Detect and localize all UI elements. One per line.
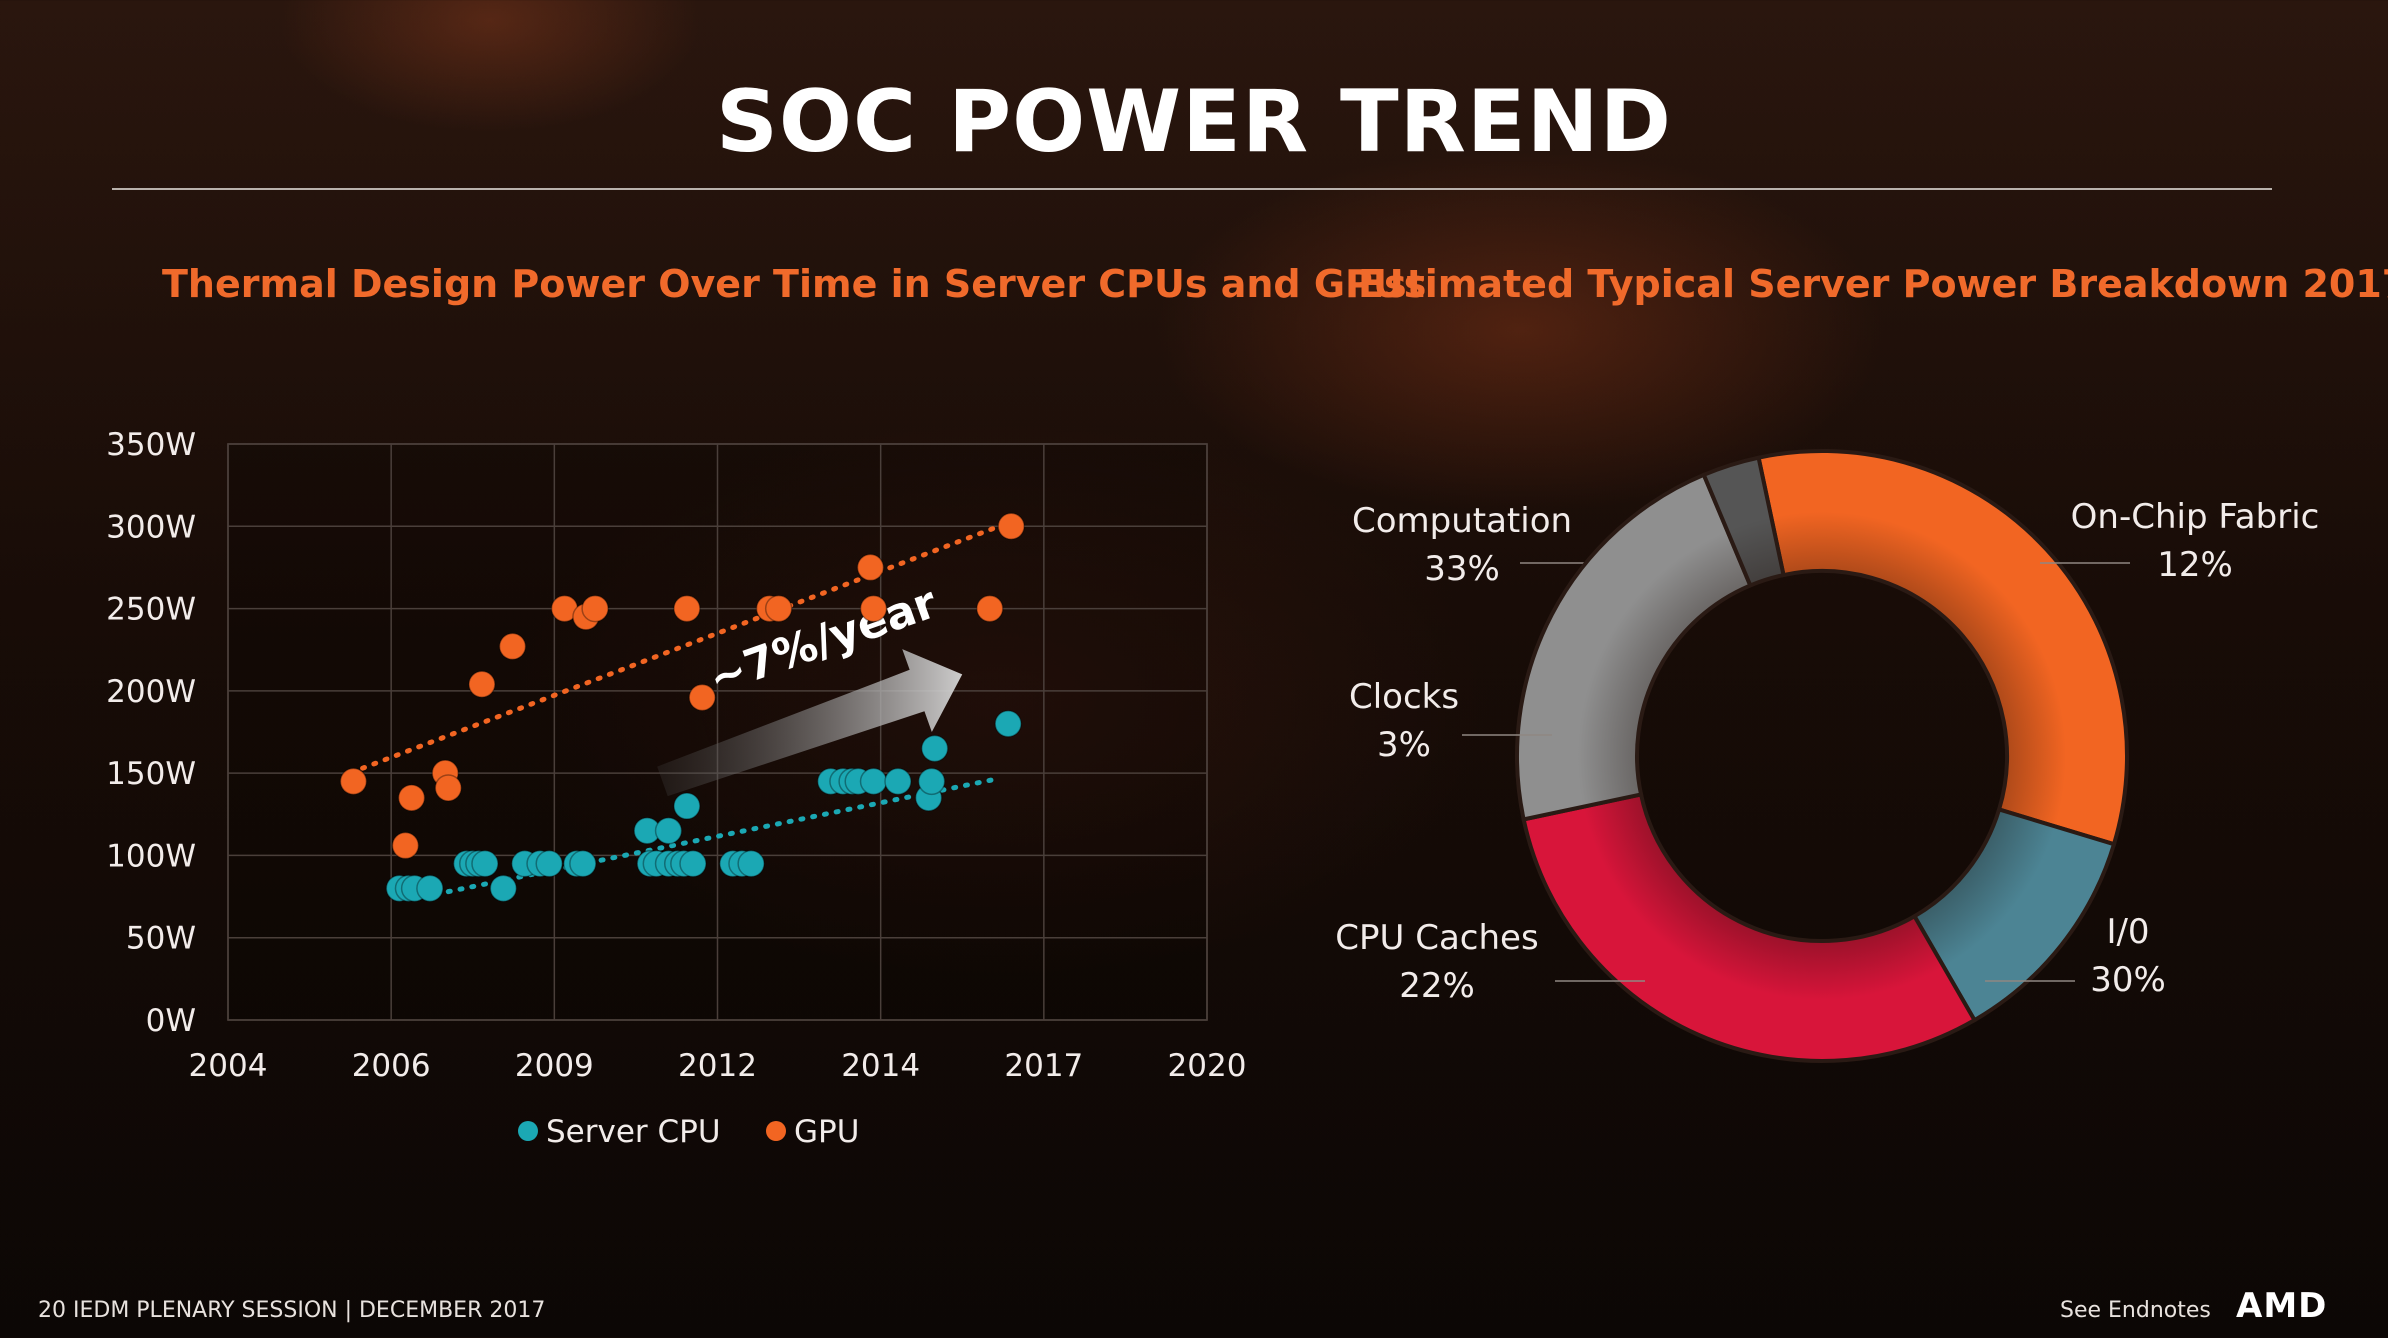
server-cpu-point (673, 792, 701, 820)
footer-endnotes: See Endnotes (2060, 1298, 2211, 1323)
server-cpu-point (917, 767, 946, 796)
server-cpu-point (471, 849, 499, 878)
gpu-point (434, 774, 463, 802)
tdp-scatter-chart: 2004 2006 2009 2012 2014 2017 2020 0W 50W 100W 150… (106, 427, 1247, 1150)
legend-server-cpu-label: Server CPU (546, 1114, 721, 1150)
server-cpu-point (884, 767, 912, 796)
server-cpu-point (416, 874, 444, 903)
scatter-chart-title: Thermal Design Power Over Time in Server… (162, 262, 1427, 306)
gpu-point (856, 553, 885, 582)
power-breakdown-donut-chart: Computation 33% On-Chip Fabric 12% I/0 30% CPU… (1335, 449, 2320, 1063)
title-divider (112, 188, 2272, 190)
slice-value-computation: 33% (1424, 549, 1500, 589)
growth-arrow (657, 649, 963, 797)
gpu-point (498, 632, 527, 661)
legend-gpu-label: GPU (794, 1114, 859, 1150)
gpu-point (339, 767, 368, 796)
slice-label-computation: Computation (1352, 501, 1572, 541)
gpu-point (859, 594, 888, 623)
y-tick-label: 250W (106, 592, 196, 628)
gpu-point (397, 784, 426, 812)
slice-label-clocks: Clocks (1349, 677, 1459, 717)
slice-value-clocks: 3% (1377, 725, 1431, 765)
server-cpu-point (535, 849, 563, 878)
gpu-point (976, 594, 1004, 623)
server-cpu-point (994, 710, 1022, 738)
y-tick-label: 100W (106, 838, 196, 874)
gpu-point (391, 831, 420, 860)
donut-slice-computation (1756, 449, 2129, 847)
gpu-point (468, 670, 496, 699)
y-tick-label: 200W (106, 674, 196, 710)
y-tick-label: 150W (106, 756, 196, 792)
slice-label-on-chip-fabric: On-Chip Fabric (2071, 497, 2320, 537)
gpu-point (997, 512, 1025, 541)
slice-label-cpu-caches: CPU Caches (1335, 918, 1538, 958)
slice-value-cpu-caches: 22% (1399, 966, 1475, 1006)
cpu-trendline (445, 777, 996, 895)
slice-value-i-0: 30% (2090, 960, 2166, 1000)
x-tick-label: 2006 (352, 1048, 431, 1084)
legend-marker (518, 1121, 538, 1141)
slice-value-on-chip-fabric: 12% (2157, 545, 2233, 585)
y-tick-label: 0W (146, 1003, 196, 1039)
x-tick-label: 2012 (678, 1048, 757, 1084)
server-cpu-point (489, 874, 518, 903)
y-tick-label: 300W (106, 509, 196, 545)
y-tick-label: 50W (126, 921, 196, 957)
gpu-trendline (360, 523, 1002, 771)
x-tick-label: 2017 (1004, 1048, 1083, 1084)
server-cpu-point (654, 816, 683, 845)
gpu-point (581, 594, 609, 623)
server-cpu-point (737, 849, 765, 878)
donut-slice-i-0 (1521, 792, 1978, 1063)
footer-session-info: 20 IEDM PLENARY SESSION | DECEMBER 2017 (38, 1298, 546, 1323)
x-tick-label: 2014 (841, 1048, 920, 1084)
server-cpu-point (569, 849, 597, 878)
x-tick-label: 2020 (1168, 1048, 1247, 1084)
donut-slice-cpu-caches (1515, 472, 1753, 822)
slide-title: SOC POWER TREND (715, 72, 1672, 172)
amd-logo: AMD (2236, 1286, 2328, 1326)
legend-marker (766, 1121, 786, 1141)
x-tick-label: 2009 (515, 1048, 594, 1084)
gpu-point (688, 683, 716, 712)
server-cpu-point (679, 849, 707, 878)
slice-label-i-0: I/0 (2106, 912, 2149, 952)
y-tick-label: 350W (106, 427, 196, 463)
gpu-point (764, 594, 793, 623)
donut-chart-title: Estimated Typical Server Power Breakdown… (1358, 262, 2388, 306)
server-cpu-point (920, 734, 949, 763)
donut-slice-clocks (1701, 455, 1786, 589)
gpu-point (673, 594, 701, 623)
x-tick-label: 2004 (189, 1048, 268, 1084)
